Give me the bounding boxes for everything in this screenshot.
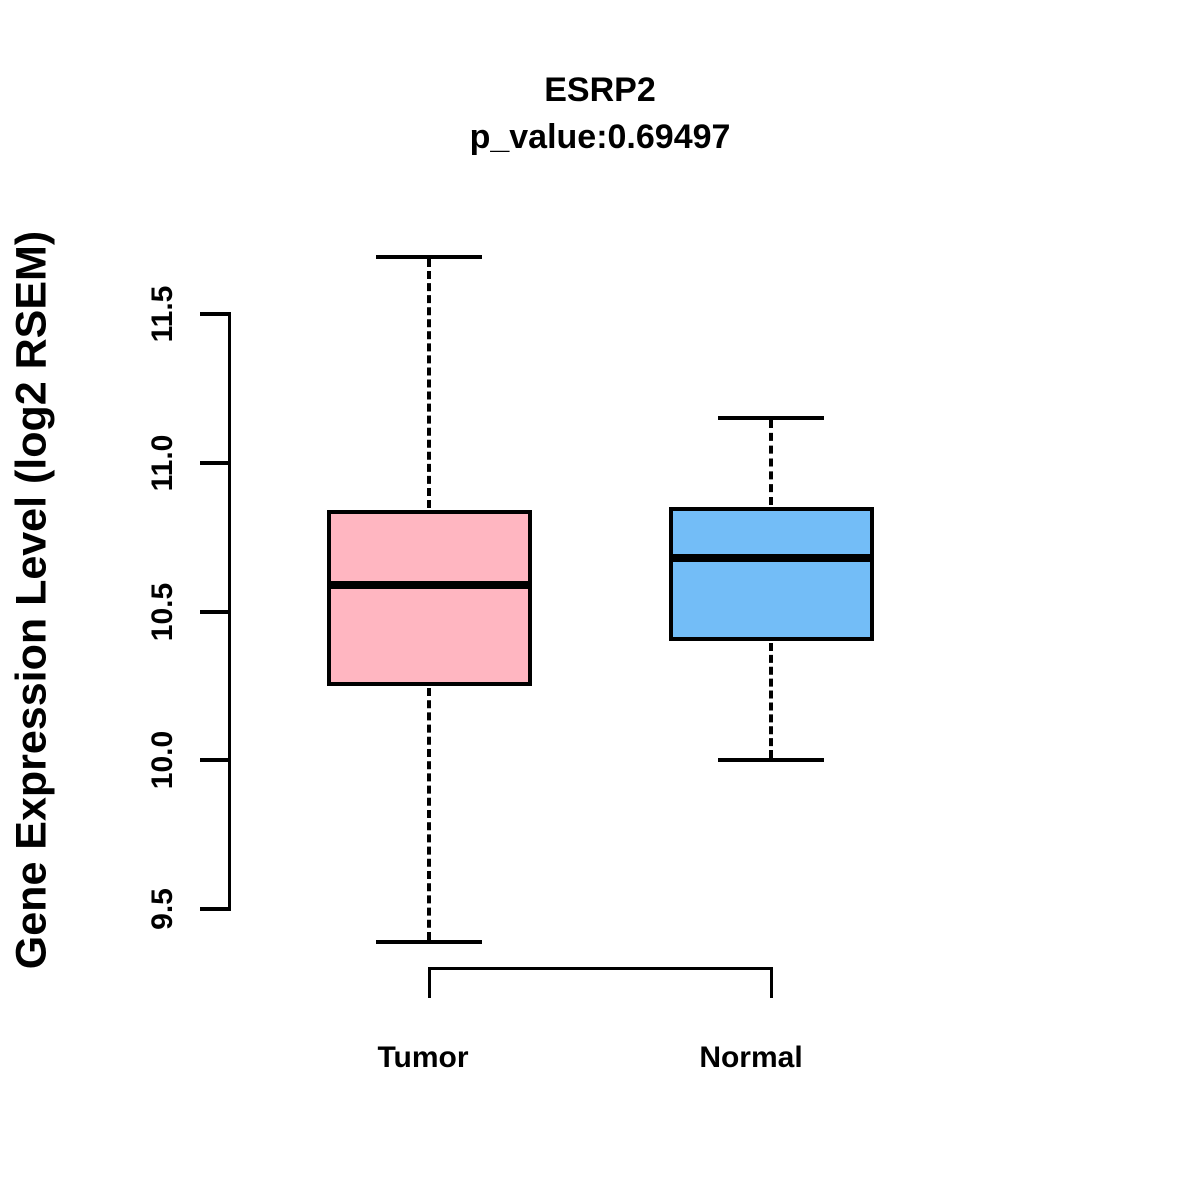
- median-line: [668, 553, 874, 562]
- upper-whisker-cap: [718, 416, 824, 421]
- y-axis-tick: [200, 907, 229, 911]
- lower-whisker-line: [769, 643, 773, 759]
- y-axis-label: Gene Expression Level (log2 RSEM): [7, 230, 56, 970]
- y-axis-line: [227, 312, 231, 911]
- y-axis-tick: [200, 758, 229, 763]
- boxplot-box-tumor: [326, 510, 532, 686]
- x-group-label-normal: Normal: [699, 1041, 803, 1074]
- upper-whisker-line: [427, 259, 431, 509]
- x-group-label-tumor: Tumor: [377, 1041, 469, 1074]
- boxplot-box-normal: [668, 507, 874, 642]
- y-tick-label: 11.5: [146, 285, 179, 343]
- median-line: [326, 580, 532, 589]
- y-tick-label: 9.5: [146, 888, 179, 930]
- upper-whisker-line: [769, 420, 773, 506]
- y-tick-label: 10.0: [146, 731, 179, 790]
- lower-whisker-line: [427, 687, 431, 940]
- y-axis-tick: [200, 609, 229, 614]
- x-axis-tick: [769, 967, 773, 998]
- lower-whisker-cap: [718, 758, 824, 763]
- chart-subtitle: p_value:0.69497: [469, 118, 731, 156]
- x-axis-tick: [427, 967, 431, 998]
- lower-whisker-cap: [376, 939, 482, 944]
- chart-title: ESRP2: [544, 71, 656, 109]
- y-axis-tick: [200, 312, 229, 316]
- x-axis-line: [427, 967, 773, 970]
- upper-whisker-cap: [376, 255, 482, 260]
- y-axis-tick: [200, 460, 229, 465]
- y-tick-label: 10.5: [146, 582, 179, 641]
- y-tick-label: 11.0: [146, 434, 179, 492]
